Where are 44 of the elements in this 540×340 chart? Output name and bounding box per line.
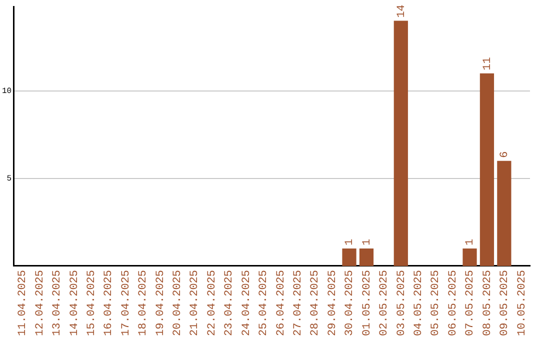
x-tick-label: 26.04.2025 [275, 270, 288, 336]
data-label: 11 [482, 56, 494, 70]
x-tick-label: 13.04.2025 [52, 270, 64, 336]
x-tick-label: 03.05.2025 [396, 270, 408, 336]
x-tick-label: 02.05.2025 [378, 270, 391, 336]
x-tick-label: 16.04.2025 [103, 270, 116, 336]
data-label: 6 [499, 151, 512, 158]
x-tick-label: 30.04.2025 [344, 270, 356, 336]
y-tick-label: 5 [6, 174, 12, 184]
x-tick-label: 07.05.2025 [464, 270, 477, 336]
x-tick-label: 24.04.2025 [240, 270, 253, 336]
x-tick-label: 25.04.2025 [258, 270, 270, 336]
y-tick-label: 10 [2, 86, 12, 96]
x-tick-label: 12.04.2025 [34, 270, 46, 336]
x-tick-label: 04.05.2025 [413, 270, 426, 336]
x-tick-label: 15.04.2025 [86, 270, 98, 336]
bar [462, 248, 477, 266]
x-tick-label: 27.04.2025 [292, 270, 305, 336]
data-label: 1 [361, 238, 374, 246]
x-tick-label: 10.05.2025 [516, 270, 528, 336]
x-tick-label: 20.04.2025 [172, 270, 184, 336]
x-tick-label: 08.05.2025 [482, 270, 494, 336]
x-tick-label: 29.04.2025 [326, 270, 339, 336]
x-tick-label: 09.05.2025 [499, 270, 512, 336]
x-tick-label: 18.04.2025 [138, 270, 150, 336]
x-tick-label: 19.04.2025 [154, 270, 167, 336]
bar [394, 20, 408, 266]
data-label: 14 [396, 4, 408, 18]
x-tick-label: 23.04.2025 [224, 270, 236, 336]
x-tick-label: 21.04.2025 [189, 270, 202, 336]
x-tick-label: 17.04.2025 [120, 270, 132, 336]
data-label: 1 [344, 238, 356, 246]
x-tick-label: 14.04.2025 [68, 270, 81, 336]
bar [497, 160, 512, 266]
bar [342, 248, 356, 266]
x-tick-label: 05.05.2025 [430, 270, 442, 336]
x-tick-label: 11.04.2025 [17, 270, 30, 336]
x-tick-label: 01.05.2025 [361, 270, 374, 336]
bar [359, 248, 374, 266]
x-tick-label: 28.04.2025 [310, 270, 322, 336]
x-tick-label: 06.05.2025 [447, 270, 460, 336]
x-tick-label: 22.04.2025 [206, 270, 218, 336]
bar [480, 73, 494, 266]
data-label: 1 [464, 238, 477, 246]
